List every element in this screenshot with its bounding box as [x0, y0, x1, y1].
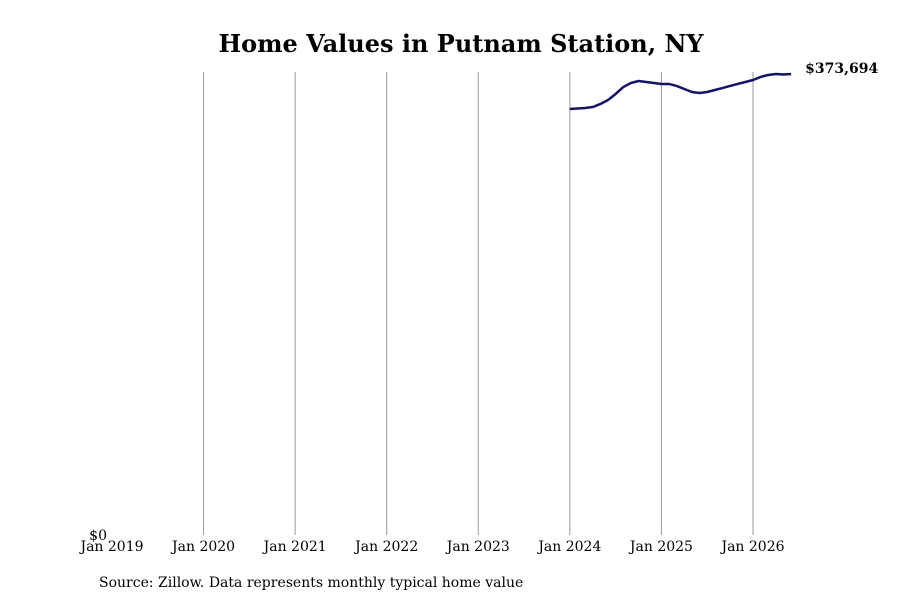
chart-title: Home Values in Putnam Station, NY: [218, 29, 704, 58]
x-tick-label: Jan 2020: [170, 539, 235, 555]
end-value-label: $373,694: [805, 61, 878, 77]
y-tick-label: $0: [89, 528, 107, 544]
data-line: [569, 72, 792, 111]
x-tick-label: Jan 2022: [353, 539, 418, 555]
x-tick-label: Jan 2019: [78, 539, 143, 555]
x-tick-label: Jan 2024: [536, 539, 601, 555]
x-tick-label: Jan 2021: [262, 539, 327, 555]
x-tick-label: Jan 2025: [628, 539, 693, 555]
x-tick-label: Jan 2026: [719, 539, 784, 555]
x-tick-label: Jan 2023: [445, 539, 510, 555]
source-note: Source: Zillow. Data represents monthly …: [99, 575, 523, 591]
